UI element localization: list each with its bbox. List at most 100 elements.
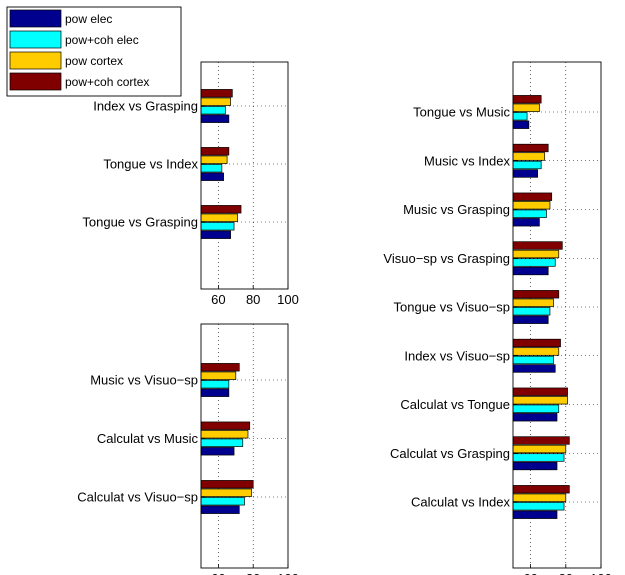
x-tick-label: 80: [559, 571, 573, 575]
bar-index-vs-grasping-pow-elec: [200, 114, 230, 123]
category-label: Tongue vs Grasping: [82, 215, 198, 230]
bar-calculat-vs-index-pow-elec: [512, 510, 558, 519]
bar-calculat-vs-music-pow-coh-cortex: [200, 421, 251, 430]
legend-label-pow-coh-elec: pow+coh elec: [65, 33, 139, 47]
bar-music-vs-visuo-sp-pow-coh-elec: [200, 380, 230, 389]
legend-swatch-pow-elec: [9, 9, 62, 28]
bar-visuo-sp-vs-grasping-pow-cortex: [512, 249, 560, 259]
bar-index-vs-visuo-sp-pow-coh-elec: [512, 355, 554, 365]
bar-calculat-vs-index-pow-cortex: [512, 493, 567, 502]
bar-index-vs-grasping-pow-coh-elec: [200, 106, 226, 115]
bar-tongue-vs-index-pow-cortex: [200, 155, 228, 164]
legend-swatch-pow-coh-cortex: [9, 72, 62, 91]
bar-music-vs-visuo-sp-pow-cortex: [200, 371, 237, 380]
bar-music-vs-grasping-pow-elec: [512, 218, 540, 227]
category-label: Calculat vs Index: [411, 495, 510, 510]
chart-panel-2: Music vs Visuo−sp Calculat vs Music Calcul…: [77, 323, 299, 575]
bar-calculat-vs-grasping-pow-coh-cortex: [512, 436, 570, 445]
legend-label-pow-coh-cortex: pow+coh cortex: [65, 75, 149, 89]
axes-frame: [200, 61, 289, 290]
bar-index-vs-grasping-pow-cortex: [200, 97, 231, 106]
bar-calculat-vs-visuo-sp-pow-elec: [200, 505, 240, 514]
bar-music-vs-grasping-pow-cortex: [512, 201, 551, 210]
bar-music-vs-index-pow-coh-elec: [512, 160, 542, 170]
bar-tongue-vs-index-pow-coh-cortex: [200, 147, 230, 156]
bar-music-vs-index-pow-coh-cortex: [512, 143, 549, 153]
bar-index-vs-visuo-sp-pow-elec: [512, 364, 556, 373]
category-label: Music vs Visuo−sp: [90, 373, 198, 388]
legend-swatch-pow-cortex: [9, 51, 62, 70]
bar-calculat-vs-visuo-sp-pow-cortex: [200, 488, 252, 497]
chart-panel-1: Index vs Grasping Tongue vs Index Tongue v…: [82, 61, 299, 307]
bar-calculat-vs-index-pow-coh-cortex: [512, 485, 570, 494]
axes-frame: [512, 61, 602, 569]
x-tick-label: 80: [246, 571, 260, 575]
x-tick-label: 60: [523, 571, 537, 575]
bar-tongue-vs-grasping-pow-coh-elec: [200, 222, 235, 231]
bar-tongue-vs-music-pow-elec: [512, 120, 530, 129]
legend-swatch-pow-coh-elec: [9, 30, 62, 49]
bar-calculat-vs-visuo-sp-pow-coh-cortex: [200, 480, 254, 489]
bar-tongue-vs-index-pow-elec: [200, 172, 224, 181]
bar-calculat-vs-music-pow-elec: [200, 447, 235, 456]
bar-music-vs-grasping-pow-coh-elec: [512, 209, 547, 218]
x-tick-label: 60: [211, 292, 225, 307]
category-label: Index vs Visuo−sp: [404, 348, 510, 363]
x-tick-label: 100: [590, 571, 612, 575]
category-label: Tongue vs Music: [413, 105, 510, 120]
bar-calculat-vs-tongue-pow-cortex: [512, 396, 568, 405]
bar-tongue-vs-grasping-pow-cortex: [200, 213, 238, 222]
legend: pow elec pow+coh elec pow cortex pow+coh co…: [6, 6, 182, 97]
bar-music-vs-index-pow-cortex: [512, 152, 546, 161]
bar-visuo-sp-vs-grasping-pow-coh-cortex: [512, 241, 563, 250]
bar-calculat-vs-grasping-pow-coh-elec: [512, 453, 565, 462]
bar-visuo-sp-vs-grasping-pow-elec: [512, 266, 549, 276]
category-label: Visuo−sp vs Grasping: [383, 251, 510, 266]
legend-label-pow-elec: pow elec: [65, 12, 112, 26]
axes-frame: [200, 323, 289, 569]
category-label: Calculat vs Tongue: [400, 397, 510, 412]
bar-tongue-vs-music-pow-coh-elec: [512, 112, 528, 121]
category-label: Tongue vs Visuo−sp: [394, 300, 510, 315]
bar-tongue-vs-music-pow-cortex: [512, 103, 540, 112]
bar-visuo-sp-vs-grasping-pow-coh-elec: [512, 258, 556, 267]
bar-music-vs-visuo-sp-pow-coh-cortex: [200, 363, 240, 372]
legend-label-pow-cortex: pow cortex: [65, 54, 123, 68]
bar-calculat-vs-visuo-sp-pow-coh-elec: [200, 497, 245, 506]
bar-calculat-vs-index-pow-coh-elec: [512, 502, 565, 511]
bar-calculat-vs-tongue-pow-coh-elec: [512, 404, 560, 413]
chart-panel-3: Tongue vs Music Music vs Index Music vs Gr…: [383, 61, 612, 575]
x-tick-label: 100: [277, 292, 299, 307]
category-label: Index vs Grasping: [93, 99, 198, 114]
category-label: Tongue vs Index: [103, 157, 198, 172]
bar-tongue-vs-visuo-sp-pow-coh-cortex: [512, 290, 560, 299]
x-tick-label: 60: [211, 571, 225, 575]
bar-tongue-vs-visuo-sp-pow-coh-elec: [512, 307, 551, 316]
bar-index-vs-visuo-sp-pow-coh-cortex: [512, 338, 561, 348]
bar-calculat-vs-tongue-pow-coh-cortex: [512, 387, 568, 396]
bar-music-vs-grasping-pow-coh-cortex: [512, 192, 553, 201]
category-label: Music vs Index: [424, 153, 510, 168]
bar-tongue-vs-music-pow-coh-cortex: [512, 95, 542, 104]
bar-calculat-vs-grasping-pow-cortex: [512, 444, 567, 454]
bar-tongue-vs-visuo-sp-pow-elec: [512, 315, 549, 324]
bar-calculat-vs-music-pow-cortex: [200, 430, 249, 439]
x-tick-label: 100: [277, 571, 299, 575]
bar-tongue-vs-grasping-pow-coh-cortex: [200, 205, 242, 214]
bar-tongue-vs-index-pow-coh-elec: [200, 164, 223, 173]
bar-index-vs-visuo-sp-pow-cortex: [512, 347, 560, 356]
x-tick-label: 80: [246, 292, 260, 307]
category-label: Calculat vs Music: [97, 431, 199, 446]
bar-tongue-vs-visuo-sp-pow-cortex: [512, 298, 554, 307]
bar-music-vs-index-pow-elec: [512, 169, 538, 178]
bar-music-vs-visuo-sp-pow-elec: [200, 388, 230, 397]
bar-calculat-vs-tongue-pow-elec: [512, 413, 558, 422]
bar-index-vs-grasping-pow-coh-cortex: [200, 89, 233, 98]
bar-calculat-vs-grasping-pow-elec: [512, 461, 558, 471]
bar-calculat-vs-music-pow-coh-elec: [200, 438, 244, 447]
bar-tongue-vs-grasping-pow-elec: [200, 230, 231, 239]
category-label: Calculat vs Grasping: [390, 446, 510, 461]
category-label: Music vs Grasping: [403, 202, 510, 217]
category-label: Calculat vs Visuo−sp: [77, 490, 198, 505]
